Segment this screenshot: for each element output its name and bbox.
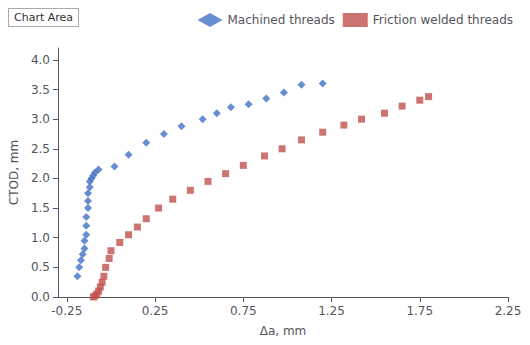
svg-text:-0.25: -0.25: [51, 304, 82, 318]
svg-text:Machined threads: Machined threads: [228, 13, 335, 27]
svg-text:1.25: 1.25: [318, 304, 345, 318]
svg-text:2.25: 2.25: [495, 304, 522, 318]
svg-text:2.0: 2.0: [31, 171, 50, 185]
svg-text:1.75: 1.75: [406, 304, 433, 318]
svg-text:0.5: 0.5: [31, 260, 50, 274]
svg-text:3.5: 3.5: [31, 83, 50, 97]
svg-text:0.25: 0.25: [142, 304, 169, 318]
svg-text:0.75: 0.75: [230, 304, 257, 318]
svg-text:Chart Area: Chart Area: [14, 11, 73, 24]
svg-text:2.5: 2.5: [31, 142, 50, 156]
svg-text:1.5: 1.5: [31, 201, 50, 215]
svg-text:0.0: 0.0: [31, 290, 50, 304]
svg-text:Δa, mm: Δa, mm: [260, 324, 307, 338]
svg-text:1.0: 1.0: [31, 231, 50, 245]
svg-text:Friction welded threads: Friction welded threads: [373, 13, 513, 27]
svg-text:4.0: 4.0: [31, 53, 50, 67]
svg-text:CTOD, mm: CTOD, mm: [7, 140, 21, 205]
svg-text:3.0: 3.0: [31, 112, 50, 126]
